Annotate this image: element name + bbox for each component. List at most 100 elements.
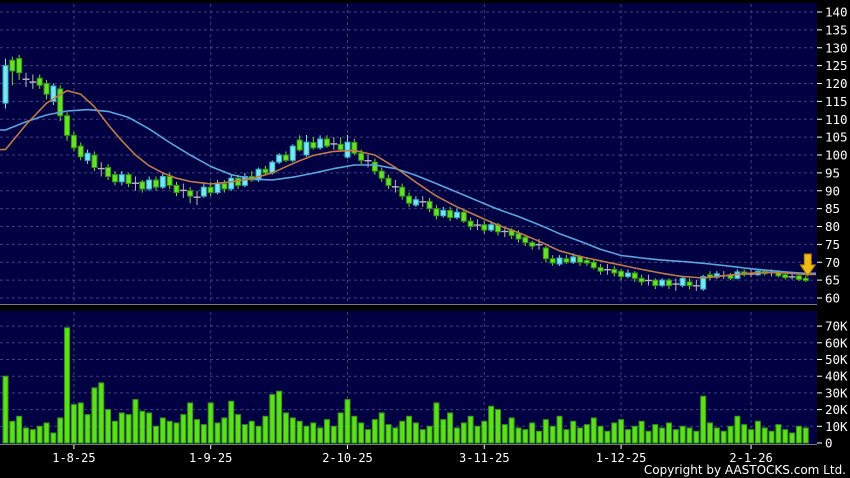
candle-body xyxy=(665,279,672,286)
volume-bar xyxy=(118,412,125,444)
volume-bar xyxy=(577,427,584,444)
volume-bar xyxy=(542,419,549,444)
volume-bar xyxy=(282,412,289,444)
volume-bar xyxy=(624,429,631,444)
date-tick-label: 3-11-25 xyxy=(459,451,510,465)
volume-bar xyxy=(631,425,638,444)
volume-bar xyxy=(672,429,679,444)
candle-body xyxy=(111,174,118,183)
volume-bar xyxy=(371,419,378,444)
candle-body xyxy=(187,190,194,197)
volume-bar xyxy=(659,427,666,444)
volume-bar xyxy=(228,400,235,444)
volume-tick-label: 50K xyxy=(825,352,848,367)
volume-bar xyxy=(474,425,481,444)
candle-body xyxy=(467,220,474,227)
candle-body xyxy=(686,281,693,286)
volume-bar xyxy=(693,430,700,444)
candles-series xyxy=(2,54,809,291)
date-tick-label: 2-1-26 xyxy=(729,451,772,465)
volume-bar xyxy=(351,415,358,444)
candle-body xyxy=(426,200,433,210)
volume-bar xyxy=(289,417,296,444)
candle-body xyxy=(460,211,467,222)
candle-body xyxy=(344,141,351,158)
volume-bar xyxy=(29,429,36,444)
candle-body xyxy=(310,141,317,149)
candle-body xyxy=(2,65,9,104)
volume-bar xyxy=(385,424,392,444)
candle-body xyxy=(16,57,23,74)
volume-bar xyxy=(700,395,707,444)
price-tick-label: 80 xyxy=(825,219,840,234)
candle-body xyxy=(515,233,522,240)
candle-body xyxy=(70,134,77,149)
candle-body xyxy=(802,277,809,281)
volume-bar xyxy=(36,425,43,444)
candle-body xyxy=(659,279,666,286)
volume-bar xyxy=(597,425,604,444)
volume-bar xyxy=(618,419,625,444)
price-tick-label: 140 xyxy=(825,5,848,20)
candle-body xyxy=(590,261,597,269)
volume-bar xyxy=(645,430,652,444)
candle-body xyxy=(323,138,330,147)
date-tick-label: 1-12-25 xyxy=(596,451,647,465)
volume-tick-label: 70K xyxy=(825,319,848,334)
volume-bar xyxy=(200,424,207,444)
volume-bar xyxy=(419,429,426,444)
date-tick-label: 1-8-25 xyxy=(52,451,95,465)
volume-tick-label: 30K xyxy=(825,385,848,400)
volume-bar xyxy=(556,415,563,444)
volume-bar xyxy=(638,420,645,444)
candle-body xyxy=(378,170,385,179)
volume-bar xyxy=(241,424,248,444)
volume-bar xyxy=(180,414,187,444)
candle-body xyxy=(542,247,549,260)
volume-bar xyxy=(727,425,734,444)
candle-body xyxy=(700,276,707,290)
volume-bar xyxy=(77,402,84,444)
price-tick-label: 75 xyxy=(825,237,840,252)
candle-body xyxy=(583,259,590,264)
candle-body xyxy=(529,242,536,247)
volume-bar xyxy=(768,430,775,444)
volume-series xyxy=(2,327,809,444)
candle-body xyxy=(214,183,221,194)
volume-bar xyxy=(802,427,809,444)
volume-bar xyxy=(378,412,385,444)
date-axis-labels: 1-8-25 1-9-25 2-10-25 3-11-25 1-12-25 2-1-26 xyxy=(52,445,773,465)
volume-tick-label: 0 xyxy=(825,436,833,451)
volume-bar xyxy=(84,414,91,444)
candle-body xyxy=(522,236,529,244)
volume-bar xyxy=(43,422,50,444)
volume-bar xyxy=(64,327,71,444)
volume-bar xyxy=(447,412,454,444)
candle-body xyxy=(125,174,132,185)
volume-bar xyxy=(488,405,495,444)
volume-bar xyxy=(679,425,686,444)
volume-bar xyxy=(146,412,153,444)
candle-body xyxy=(337,143,344,151)
candle-body xyxy=(241,175,248,186)
candle-body xyxy=(159,175,166,188)
price-tick-label: 115 xyxy=(825,94,848,109)
candle-body xyxy=(624,272,631,278)
volume-bar xyxy=(132,399,139,444)
volume-bar xyxy=(303,425,310,444)
volume-bar xyxy=(782,429,789,444)
candle-body xyxy=(618,270,625,278)
volume-bar xyxy=(337,412,344,444)
volume-bar xyxy=(406,415,413,444)
candle-body xyxy=(358,152,365,161)
candle-body xyxy=(91,154,98,169)
volume-bar xyxy=(16,415,23,444)
candle-body xyxy=(105,167,112,177)
candle-body xyxy=(371,161,378,172)
volume-bar xyxy=(549,425,556,444)
volume-bar xyxy=(611,422,618,444)
volume-bar xyxy=(686,427,693,444)
price-tick-label: 65 xyxy=(825,273,840,288)
